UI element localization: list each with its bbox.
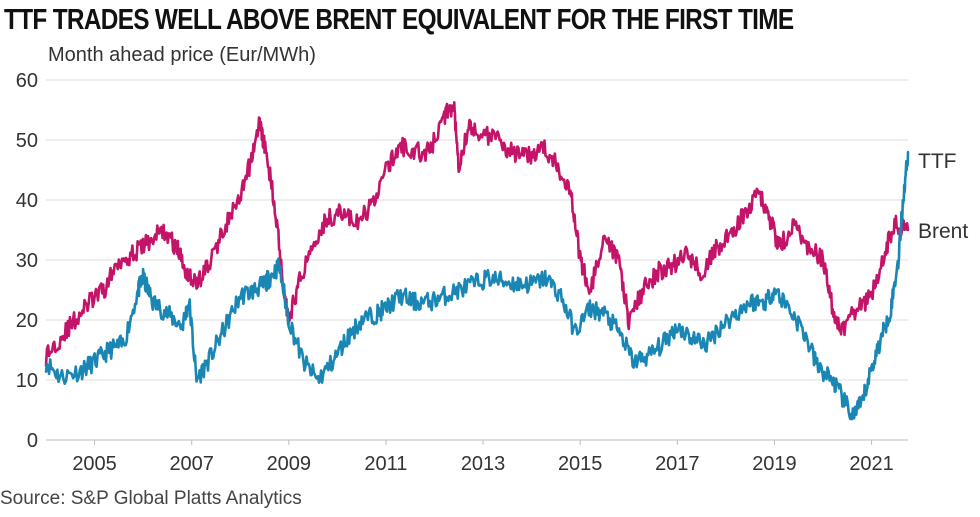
x-tick-label: 2009	[267, 453, 312, 475]
series-lines	[44, 101, 910, 421]
x-tick-label: 2011	[364, 453, 407, 475]
y-tick-label: 20	[16, 310, 38, 332]
y-axis-label: Month ahead price (Eur/MWh)	[48, 44, 316, 66]
y-tick-label: 60	[16, 70, 38, 92]
x-tick-label: 2013	[461, 453, 506, 475]
x-tick-label: 2017	[655, 453, 700, 475]
series-labels: TTF Brent	[918, 150, 968, 243]
source-note: Source: S&P Global Platts Analytics	[0, 488, 302, 509]
y-tick-label: 50	[16, 130, 38, 152]
y-tick-label: 10	[16, 370, 38, 392]
x-tick-label: 2021	[849, 453, 894, 475]
x-tick-labels: 2005 2007 2009 2011 2013 2015 2017 2019 2021	[72, 440, 894, 475]
x-tick-label: 2005	[72, 453, 117, 475]
y-tick-label: 30	[16, 250, 38, 272]
x-tick-label: 2007	[169, 453, 214, 475]
series-line-ttf	[44, 150, 910, 421]
y-tick-labels: 0 10 20 30 40 50 60	[16, 70, 38, 452]
grid-lines	[46, 79, 908, 441]
y-tick-label: 0	[27, 430, 38, 452]
series-line-brent	[44, 101, 910, 367]
chart-title: TTF TRADES WELL ABOVE BRENT EQUIVALENT F…	[4, 4, 794, 36]
x-tick-label: 2015	[558, 453, 603, 475]
series-label-brent: Brent	[918, 220, 968, 243]
series-label-ttf: TTF	[918, 150, 956, 173]
x-tick-label: 2019	[752, 453, 797, 475]
y-tick-label: 40	[16, 190, 38, 212]
